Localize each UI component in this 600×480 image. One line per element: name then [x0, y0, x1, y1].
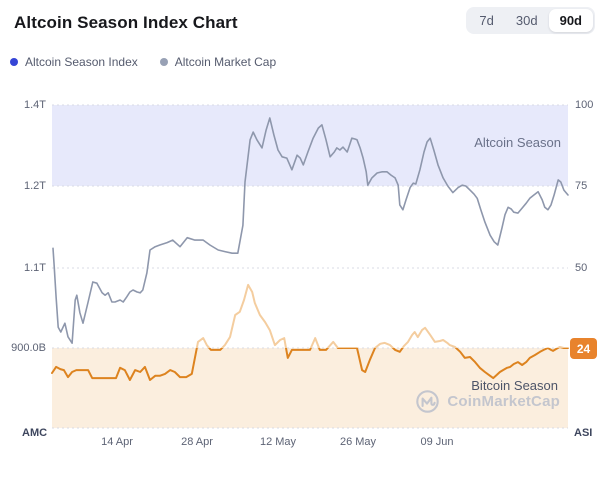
x-tick-26-may: 26 May: [339, 436, 377, 448]
y-right-tick-75: 75: [575, 180, 588, 192]
page-title: Altcoin Season Index Chart: [14, 13, 238, 32]
coinmarketcap-watermark: CoinMarketCap: [415, 389, 560, 414]
asi-line: [51, 283, 569, 381]
x-tick-14-apr: 14 Apr: [101, 436, 133, 448]
y-left-tick-1-4t: 1.4T: [23, 99, 46, 111]
legend-item-altcoin-market-cap[interactable]: Altcoin Market Cap: [159, 55, 277, 69]
y-right-tick-100: 100: [575, 99, 594, 111]
coinmarketcap-logo-icon: [416, 390, 440, 413]
zone-label-altcoin-season: Altcoin Season: [474, 135, 561, 150]
y-right-tick-50: 50: [575, 262, 588, 274]
watermark-text: CoinMarketCap: [447, 393, 560, 410]
amc-line: [52, 117, 569, 345]
range-selector: 7d 30d 90d: [466, 7, 595, 34]
y-left-tick-900b: 900.0B: [11, 342, 46, 354]
axis-name-amc: AMC: [22, 427, 48, 439]
legend-dot-gray-icon: [159, 58, 168, 66]
legend-label: Altcoin Market Cap: [174, 55, 277, 69]
zone-band-1: [52, 348, 568, 428]
chart-legend: Altcoin Season Index Altcoin Market Cap: [10, 55, 276, 69]
range-button-30d[interactable]: 30d: [505, 9, 549, 32]
legend-label: Altcoin Season Index: [25, 55, 138, 69]
range-button-90d[interactable]: 90d: [548, 9, 593, 32]
current-index-badge: 24: [570, 338, 597, 359]
y-left-tick-1-1t: 1.1T: [23, 262, 46, 274]
x-tick-28-apr: 28 Apr: [181, 436, 213, 448]
zone-label-bitcoin-season: Bitcoin Season: [471, 378, 558, 393]
range-button-7d[interactable]: 7d: [468, 9, 504, 32]
legend-dot-blue-icon: [10, 58, 18, 66]
legend-item-altcoin-season-index[interactable]: Altcoin Season Index: [10, 55, 138, 69]
axis-name-asi: ASI: [574, 427, 593, 439]
y-left-tick-1-2t: 1.2T: [23, 180, 46, 192]
x-tick-09-jun: 09 Jun: [420, 436, 454, 448]
x-tick-12-may: 12 May: [259, 436, 297, 448]
